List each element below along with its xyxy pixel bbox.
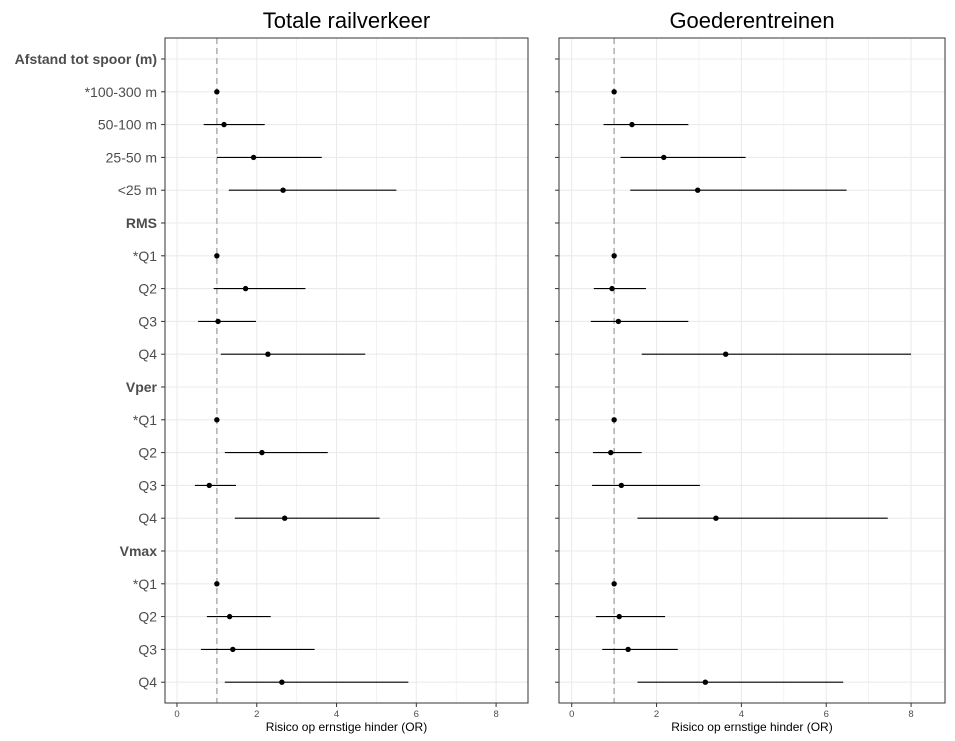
odds-ratio-point (265, 351, 271, 357)
x-tick-label: 2 (254, 709, 259, 720)
row-label: Q3 (138, 641, 157, 657)
panel-title: Goederentreinen (669, 8, 834, 33)
x-tick-label: 2 (654, 709, 659, 720)
group-header-label: Vper (126, 379, 158, 395)
odds-ratio-point (206, 482, 212, 489)
odds-ratio-point (230, 646, 236, 653)
odds-ratio-point (215, 318, 221, 325)
odds-ratio-point (259, 449, 265, 456)
x-tick-label: 6 (414, 709, 419, 720)
odds-ratio-point (695, 187, 701, 193)
panel-border (164, 37, 529, 704)
row-label: 25-50 m (106, 149, 157, 165)
row-label: Q3 (138, 477, 157, 493)
x-axis-label: Risico op ernstige hinder (OR) (266, 720, 427, 734)
odds-ratio-point (611, 253, 617, 259)
row-label: *100-300 m (85, 84, 157, 100)
odds-ratio-point (611, 417, 617, 423)
odds-ratio-point (611, 581, 617, 587)
odds-ratio-point (661, 154, 667, 161)
odds-ratio-point (616, 613, 622, 620)
odds-ratio-point (702, 679, 709, 685)
group-header-label: Vmax (120, 543, 158, 559)
odds-ratio-point (280, 187, 286, 193)
odds-ratio-point (250, 154, 257, 161)
odds-ratio-point (625, 646, 631, 653)
odds-ratio-point (281, 515, 288, 521)
odds-ratio-point (226, 613, 233, 620)
odds-ratio-point (221, 121, 227, 128)
odds-ratio-point (629, 121, 635, 128)
odds-ratio-point (713, 515, 719, 521)
odds-ratio-point (609, 285, 615, 292)
odds-ratio-point (723, 351, 729, 357)
odds-ratio-point (608, 449, 614, 456)
odds-ratio-point (242, 285, 249, 292)
odds-ratio-point (214, 581, 220, 587)
odds-ratio-point (615, 318, 622, 325)
row-label: Q2 (138, 281, 157, 297)
row-label: Q4 (138, 346, 157, 362)
row-label: <25 m (118, 182, 157, 198)
row-label: *Q1 (133, 576, 157, 592)
odds-ratio-point (611, 89, 617, 95)
row-label: Q2 (138, 445, 157, 461)
row-label: Q4 (138, 674, 157, 690)
odds-ratio-point (618, 482, 625, 489)
odds-ratio-point (214, 417, 220, 423)
panel-border (558, 37, 946, 704)
x-tick-label: 4 (334, 709, 339, 720)
x-tick-label: 6 (824, 709, 829, 720)
group-header-label: Afstand tot spoor (m) (15, 51, 157, 67)
x-tick-label: 0 (569, 709, 574, 720)
x-tick-label: 0 (174, 709, 179, 720)
odds-ratio-point (214, 253, 220, 259)
x-tick-label: 8 (493, 709, 498, 720)
x-tick-label: 8 (908, 709, 913, 720)
row-label: *Q1 (133, 248, 157, 264)
x-axis-label: Risico op ernstige hinder (OR) (671, 720, 832, 734)
row-label: 50-100 m (98, 117, 157, 133)
row-label: Q3 (138, 313, 157, 329)
row-label: *Q1 (133, 412, 157, 428)
row-label: Q4 (138, 510, 157, 526)
odds-ratio-point (279, 679, 285, 685)
row-label: Q2 (138, 609, 157, 625)
group-header-label: RMS (126, 215, 157, 231)
odds-ratio-point (214, 89, 220, 95)
x-tick-label: 4 (739, 709, 744, 720)
panel-title: Totale railverkeer (263, 8, 431, 33)
